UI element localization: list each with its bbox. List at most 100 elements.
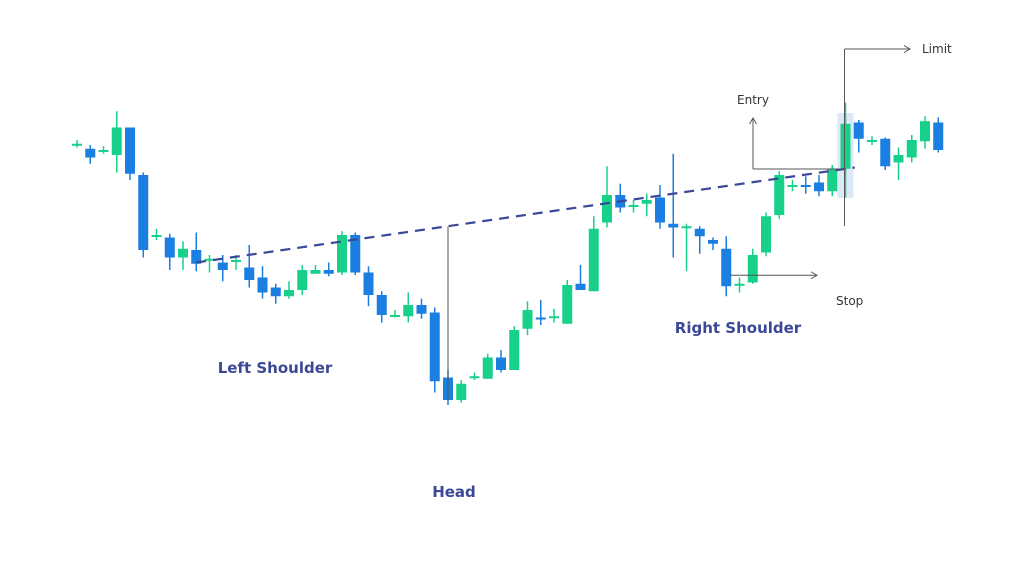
candle-body [429, 312, 440, 382]
candle [522, 301, 533, 335]
candle [85, 145, 96, 164]
candle-body [906, 140, 917, 158]
candle [933, 117, 944, 153]
candle [655, 185, 665, 229]
candle [800, 176, 811, 194]
candle-body [244, 267, 255, 280]
candle [588, 216, 599, 292]
candle-body [575, 283, 586, 290]
candle [98, 146, 109, 154]
candle-body [191, 250, 202, 264]
candle-body [469, 376, 480, 379]
candle-body [814, 182, 824, 192]
candle-body [217, 262, 228, 270]
limit-label: Limit [922, 42, 952, 56]
candle-body [482, 357, 493, 379]
candle [535, 300, 546, 325]
candle-body [562, 285, 573, 324]
candle-body [602, 195, 612, 223]
candle [549, 308, 559, 323]
candle-body [509, 330, 520, 370]
candle-body [867, 140, 877, 142]
candle-body [840, 123, 851, 169]
candle [774, 171, 785, 219]
left-shoulder-label: Left Shoulder [218, 359, 333, 377]
candle [297, 265, 308, 295]
candle [164, 233, 175, 270]
candle [628, 200, 639, 213]
candle-body [668, 223, 679, 228]
candle [337, 231, 347, 275]
candle-body [893, 155, 904, 163]
candle-body [496, 357, 506, 370]
candle-body [416, 305, 427, 314]
candle [284, 281, 294, 299]
candle [880, 137, 891, 170]
candle [708, 237, 718, 250]
candle-body [164, 237, 175, 258]
candle [429, 307, 440, 393]
candle-body [403, 305, 414, 317]
candle-body [72, 143, 82, 146]
candle-body [111, 127, 122, 155]
candle-body [880, 138, 891, 167]
candle-body [456, 383, 467, 400]
candle [416, 298, 427, 319]
stop-arrow-icon [810, 271, 818, 280]
candle [310, 265, 321, 274]
candle [827, 165, 838, 197]
candle-body [204, 258, 215, 261]
candle [323, 262, 334, 277]
limit-arrow-icon [903, 45, 911, 53]
candle [509, 326, 520, 370]
candle [403, 292, 414, 323]
candle-body [390, 315, 400, 317]
right-shoulder-label: Right Shoulder [675, 319, 802, 337]
candle [562, 280, 573, 324]
candle [787, 180, 798, 192]
stop-label: Stop [836, 294, 863, 308]
candle [681, 223, 692, 272]
candle [615, 183, 626, 213]
candle [747, 248, 758, 284]
candle-body [787, 185, 798, 187]
candle [257, 266, 268, 299]
candle [694, 226, 705, 254]
candle [363, 266, 374, 307]
candle [641, 193, 652, 217]
entry-label: Entry [737, 93, 769, 107]
candle [111, 111, 122, 173]
candle [72, 140, 82, 148]
candle [602, 166, 612, 228]
candle [734, 277, 745, 293]
candle-body [774, 175, 785, 215]
candle-body [681, 226, 692, 229]
candle-body [734, 283, 745, 286]
candle [469, 372, 480, 380]
candle-body [310, 270, 321, 274]
candle-body [721, 248, 732, 287]
candle-body [522, 310, 533, 329]
candle-body [655, 197, 665, 223]
candle-body [628, 205, 639, 207]
candle [853, 120, 864, 153]
candle-body [708, 240, 718, 244]
candles-layer [72, 102, 944, 405]
candle [125, 127, 135, 180]
candle [244, 245, 255, 288]
candle-body [337, 235, 347, 273]
candle [920, 116, 930, 149]
candle [376, 291, 387, 323]
candle [390, 310, 400, 318]
candle [456, 380, 467, 403]
candle-body [694, 228, 705, 237]
candle-body [535, 317, 546, 320]
candle [814, 175, 824, 197]
candle-body [231, 260, 241, 262]
annotation-lines-layer [196, 45, 911, 400]
candle-body [297, 270, 308, 290]
candle [151, 228, 162, 240]
entry-arrow-icon [749, 117, 757, 125]
candle [138, 172, 149, 258]
